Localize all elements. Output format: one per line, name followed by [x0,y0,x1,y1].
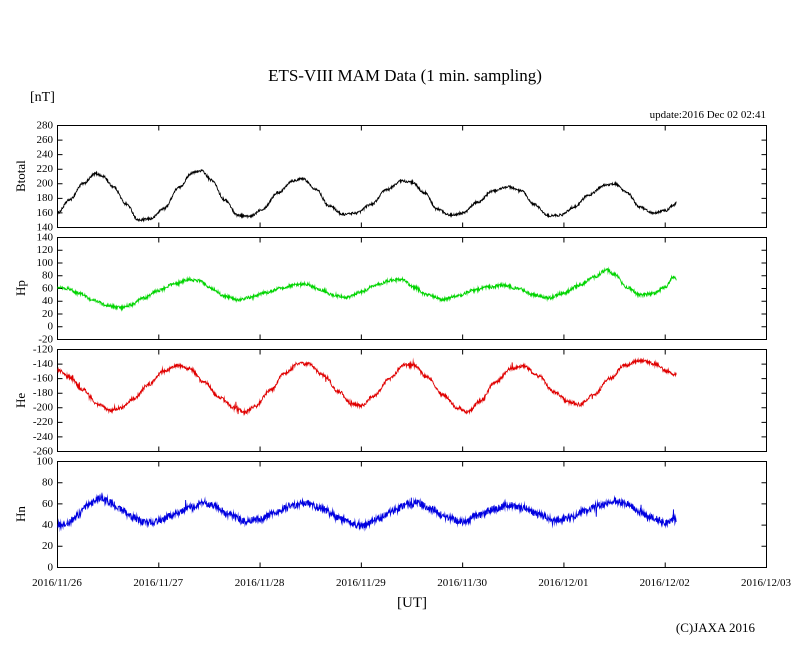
page-title: ETS-VIII MAM Data (1 min. sampling) [268,66,542,85]
hn-plot-canvas [0,454,790,575]
hp-plot-canvas [0,230,790,347]
x-tick-label: 2016/11/27 [133,577,184,589]
x-tick-label: 2016/12/02 [639,577,690,589]
x-tick-label: 2016/11/30 [437,577,487,589]
x-tick-label: 2016/11/26 [32,577,82,589]
btotal-plot-canvas [0,118,790,235]
x-tick-label: 2016/11/28 [234,577,285,589]
y-unit-label: [nT] [30,90,55,105]
x-tick-label: 2016/12/03 [740,577,792,589]
x-axis-label: [UT] [397,595,427,611]
x-axis-tick-labels: 2016/11/26 2016/11/27 2016/11/28 2016/11/29… [0,577,810,591]
x-tick-label: 2016/12/01 [538,577,589,589]
copyright-label: (C)JAXA 2016 [675,620,755,635]
x-tick-label: 2016/11/29 [335,577,386,589]
he-plot-canvas [0,342,790,459]
